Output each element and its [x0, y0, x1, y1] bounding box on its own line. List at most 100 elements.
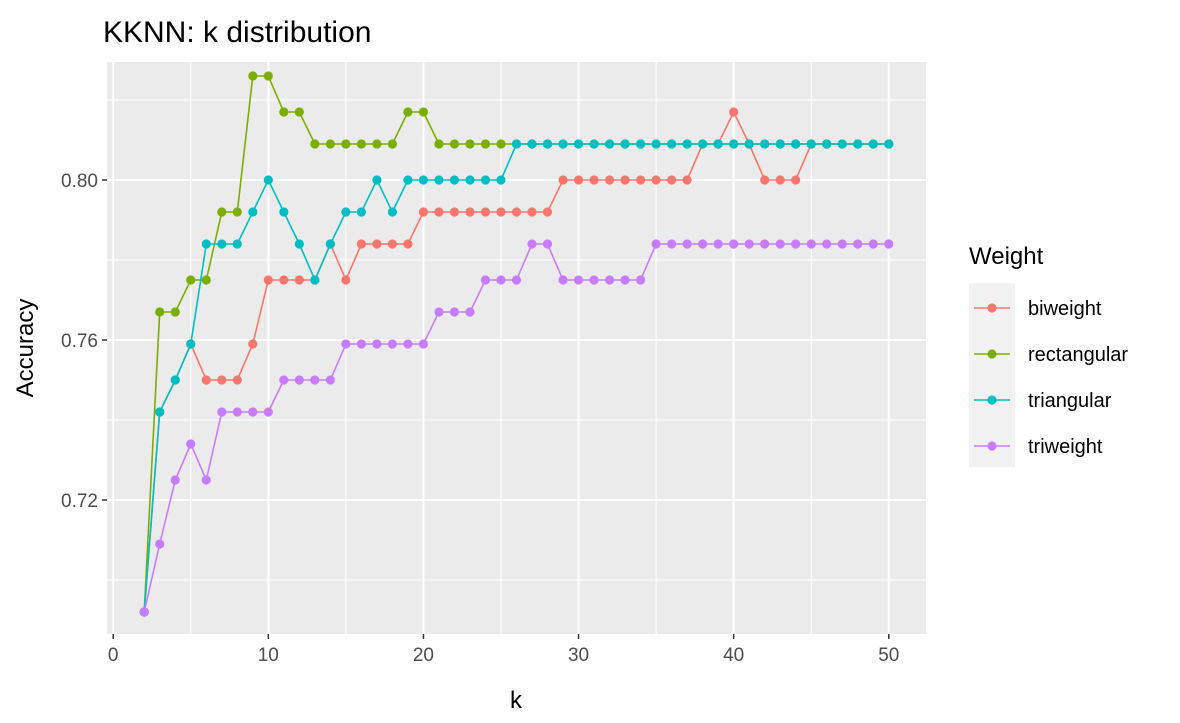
data-point-triangular: [263, 175, 273, 185]
data-point-triangular: [465, 175, 475, 185]
data-point-triangular: [325, 239, 335, 249]
data-point-triangular: [806, 139, 816, 149]
data-point-rectangular: [356, 139, 366, 149]
y-tick-label: 0.76: [61, 331, 98, 352]
data-point-triweight: [511, 275, 522, 285]
data-point-triangular: [341, 207, 351, 217]
data-point-triangular: [496, 175, 506, 185]
data-point-triweight: [775, 239, 785, 249]
series-layer: [139, 71, 894, 617]
data-point-rectangular: [310, 139, 320, 149]
data-point-triangular: [760, 139, 770, 149]
data-point-triangular: [775, 139, 785, 149]
data-point-biweight: [279, 275, 289, 285]
data-point-triweight: [760, 239, 770, 249]
data-point-triangular: [744, 139, 754, 149]
legend-label: triweight: [1028, 436, 1103, 458]
data-point-biweight: [511, 207, 522, 217]
data-point-triweight: [884, 239, 894, 249]
data-point-triangular: [729, 139, 739, 149]
data-point-triangular: [418, 175, 429, 185]
data-point-triangular: [248, 207, 258, 217]
data-point-triangular: [837, 139, 847, 149]
data-point-triangular: [294, 239, 304, 249]
data-point-biweight: [589, 175, 599, 185]
data-point-triweight: [310, 375, 320, 385]
data-point-triangular: [403, 175, 413, 185]
data-point-triweight: [651, 239, 661, 249]
data-point-biweight: [232, 375, 242, 385]
data-point-triweight: [341, 339, 351, 349]
data-point-rectangular: [170, 307, 180, 317]
data-point-triangular: [667, 139, 677, 149]
data-point-rectangular: [279, 107, 289, 117]
data-point-triangular: [372, 175, 382, 185]
data-point-biweight: [573, 175, 584, 185]
data-point-triangular: [635, 139, 646, 149]
data-point-biweight: [480, 207, 491, 217]
data-point-triweight: [682, 239, 692, 249]
data-point-triangular: [713, 139, 723, 149]
data-point-biweight: [682, 175, 692, 185]
data-point-biweight: [604, 175, 615, 185]
data-point-rectangular: [418, 107, 429, 117]
data-point-triweight: [294, 375, 304, 385]
data-point-triweight: [542, 239, 553, 249]
y-tick-label: 0.72: [61, 491, 98, 512]
data-point-triweight: [620, 275, 630, 285]
data-point-triangular: [542, 139, 553, 149]
data-point-triangular: [791, 139, 801, 149]
data-point-triangular: [480, 175, 491, 185]
data-point-triweight: [729, 239, 739, 249]
data-point-biweight: [791, 175, 801, 185]
data-point-triangular: [217, 239, 227, 249]
data-point-triangular: [573, 139, 584, 149]
data-point-biweight: [434, 207, 444, 217]
major-gridlines: [107, 62, 926, 634]
data-point-triweight: [279, 375, 289, 385]
data-point-triweight: [558, 275, 568, 285]
data-point-rectangular: [449, 139, 460, 149]
data-point-rectangular: [217, 207, 227, 217]
data-point-biweight: [651, 175, 661, 185]
series-triweight: [139, 239, 894, 617]
data-point-triweight: [434, 307, 444, 317]
x-axis-title: k: [510, 687, 523, 714]
data-point-triangular: [868, 139, 878, 149]
data-point-rectangular: [155, 307, 165, 317]
data-point-biweight: [542, 207, 553, 217]
data-point-rectangular: [232, 207, 242, 217]
data-point-triweight: [822, 239, 832, 249]
data-point-triangular: [356, 207, 366, 217]
data-point-triweight: [356, 339, 366, 349]
data-point-triangular: [589, 139, 599, 149]
data-point-biweight: [465, 207, 475, 217]
data-point-biweight: [341, 275, 351, 285]
data-point-triweight: [635, 275, 646, 285]
legend-key-point: [987, 395, 997, 405]
data-point-triangular: [232, 239, 242, 249]
data-point-rectangular: [248, 71, 258, 81]
legend-label: rectangular: [1028, 344, 1128, 366]
data-point-triweight: [744, 239, 754, 249]
data-point-biweight: [387, 239, 398, 249]
data-point-triweight: [232, 407, 242, 417]
data-point-biweight: [760, 175, 770, 185]
data-point-triangular: [620, 139, 630, 149]
data-point-biweight: [294, 275, 304, 285]
data-point-triangular: [884, 139, 894, 149]
data-point-biweight: [527, 207, 537, 217]
data-point-triweight: [372, 339, 382, 349]
legend-label: triangular: [1028, 390, 1112, 412]
legend-key-point: [987, 303, 997, 313]
data-point-triweight: [403, 339, 413, 349]
data-point-triangular: [201, 239, 211, 249]
data-point-triweight: [201, 475, 211, 485]
data-point-rectangular: [201, 275, 211, 285]
data-point-triweight: [248, 407, 258, 417]
data-point-triangular: [604, 139, 615, 149]
data-point-triweight: [480, 275, 491, 285]
data-point-triweight: [527, 239, 537, 249]
data-point-triweight: [496, 275, 506, 285]
data-point-biweight: [201, 375, 211, 385]
